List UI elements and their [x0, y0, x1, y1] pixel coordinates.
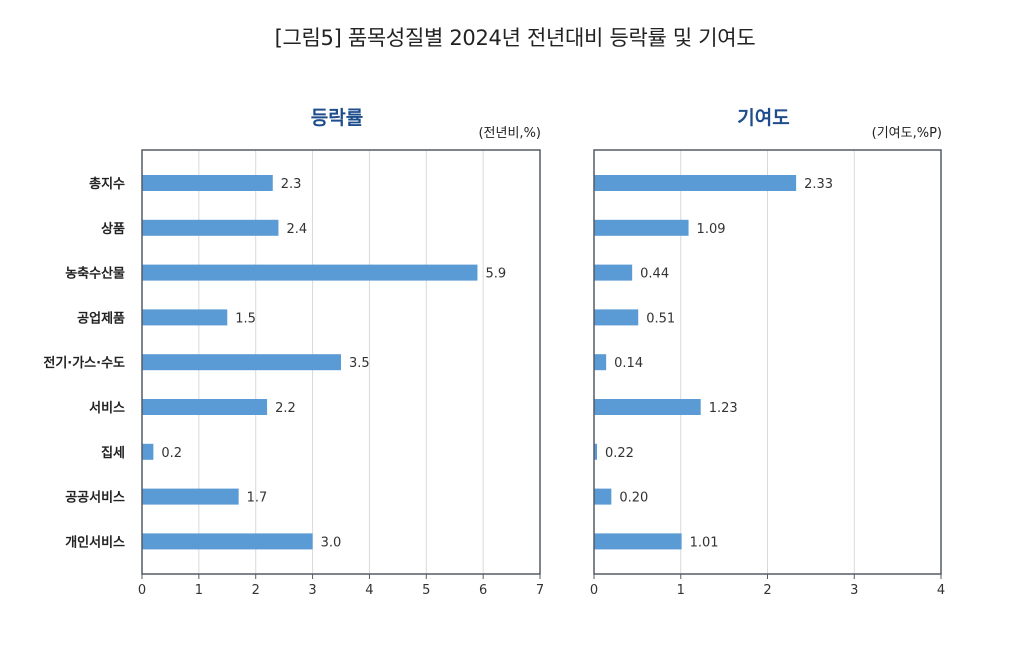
rate-unit-label: (전년비,%): [478, 126, 541, 141]
contrib-tick-label: 0: [590, 583, 598, 598]
contrib-value-label: 1.23: [709, 401, 738, 416]
rate-value-label: 2.2: [275, 401, 296, 416]
contrib-value-label: 0.51: [646, 311, 675, 326]
contrib-bar: [594, 309, 639, 326]
rate-value-label: 1.7: [247, 491, 268, 506]
contrib-bar: [594, 219, 689, 236]
rate-value-label: 5.9: [485, 267, 506, 282]
contrib-value-label: 1.09: [697, 222, 726, 237]
rate-value-label: 2.3: [281, 177, 302, 192]
contrib-bar: [594, 533, 682, 550]
rate-tick-label: 2: [252, 583, 260, 598]
rate-tick-label: 4: [365, 583, 373, 598]
contrib-unit-label: (기여도,%P): [872, 126, 942, 141]
rate-tick-label: 6: [479, 583, 487, 598]
rate-bar: [142, 443, 154, 460]
contrib-value-label: 1.01: [690, 535, 719, 550]
rate-bar: [142, 488, 239, 505]
category-label: 개인서비스: [65, 534, 125, 550]
rate-chart-panel: 등락률 (전년비,%) 2.3 총지수 2.4 상품 5.9 농축수산물 1.5 공업제품 3.5 전…: [43, 107, 544, 598]
contrib-value-label: 0.14: [614, 356, 643, 371]
contrib-tick-label: 4: [937, 583, 945, 598]
contrib-tick-label: 1: [677, 583, 685, 598]
contrib-bar: [594, 354, 607, 371]
rate-panel-title: 등락률: [311, 107, 363, 129]
contrib-value-label: 0.44: [640, 267, 669, 282]
contribution-chart-panel: 기여도 (기여도,%P) 2.33 1.09 0.44 0.51 0.14 1.23 0.22 0…: [590, 107, 945, 598]
rate-bar: [142, 533, 313, 550]
rate-bar: [142, 309, 228, 326]
rate-value-label: 0.2: [161, 446, 182, 461]
contrib-tick-label: 3: [850, 583, 858, 598]
contrib-bar: [594, 488, 612, 505]
contrib-value-label: 0.22: [605, 446, 634, 461]
contrib-bar: [594, 399, 701, 415]
category-label: 상품: [101, 222, 125, 237]
contrib-tick-label: 2: [763, 583, 771, 598]
rate-tick-label: 1: [195, 583, 203, 598]
rate-value-label: 2.4: [286, 222, 307, 237]
rate-value-label: 1.5: [235, 311, 256, 326]
rate-bar: [142, 219, 279, 236]
contrib-panel-title: 기여도: [737, 107, 789, 129]
contrib-value-label: 2.33: [804, 177, 833, 192]
category-label: 서비스: [89, 401, 125, 416]
category-label: 총지수: [89, 176, 125, 192]
rate-tick-label: 5: [422, 583, 430, 598]
rate-bar: [142, 354, 341, 371]
rate-value-label: 3.5: [349, 356, 370, 371]
contrib-value-label: 0.20: [619, 491, 648, 506]
category-label: 농축수산물: [65, 266, 125, 282]
contrib-bar: [594, 175, 797, 191]
rate-bar: [142, 264, 478, 281]
category-label: 공공서비스: [65, 491, 125, 506]
rate-bar: [142, 399, 268, 415]
rate-plot-frame: [141, 149, 541, 575]
category-label: 집세: [101, 446, 125, 461]
rate-value-label: 3.0: [321, 535, 342, 550]
rate-bar: [142, 175, 273, 191]
category-label: 공업제품: [77, 311, 125, 326]
rate-tick-label: 7: [536, 583, 544, 598]
category-label: 전기·가스·수도: [43, 355, 125, 371]
contrib-bar: [594, 443, 597, 460]
rate-tick-label: 3: [308, 583, 316, 598]
rate-tick-label: 0: [138, 583, 146, 598]
chart-main-title: [그림5] 품목성질별 2024년 전년대비 등락률 및 기여도: [274, 26, 756, 50]
contrib-bar: [594, 264, 633, 281]
